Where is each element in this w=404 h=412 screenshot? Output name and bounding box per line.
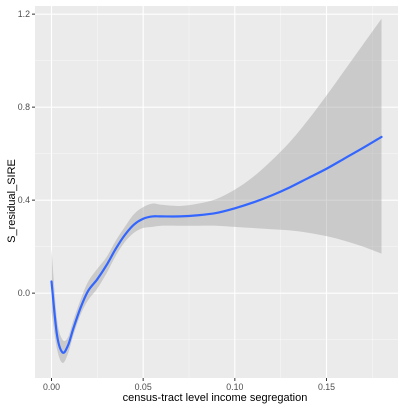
grid-lines bbox=[35, 6, 398, 378]
smooth-line bbox=[50, 135, 383, 354]
x-tick-label: 0.10 bbox=[226, 382, 243, 392]
x-tick-label: 0.05 bbox=[135, 382, 152, 392]
axis-ticks bbox=[32, 13, 327, 381]
panel-background bbox=[35, 6, 398, 378]
x-tick-label: 0.00 bbox=[43, 382, 60, 392]
y-tick-label: 1.2 bbox=[18, 9, 30, 19]
y-axis-title: S_residual_SIRE bbox=[6, 159, 18, 243]
x-axis-title: census-tract level income segregation bbox=[123, 392, 308, 404]
confidence-ribbon bbox=[51, 18, 382, 363]
y-tick-label: 0.8 bbox=[18, 102, 30, 112]
tick-labels: 0.00 0.05 0.10 0.15 0.0 0.4 0.8 1.2 bbox=[18, 9, 335, 392]
y-tick-label: 0.0 bbox=[18, 288, 30, 298]
confidence-ribbon-group bbox=[51, 18, 382, 363]
plot-panel bbox=[35, 6, 398, 378]
y-tick-label: 0.4 bbox=[18, 195, 30, 205]
smooth-line-group bbox=[50, 135, 383, 354]
x-tick-label: 0.15 bbox=[318, 382, 335, 392]
